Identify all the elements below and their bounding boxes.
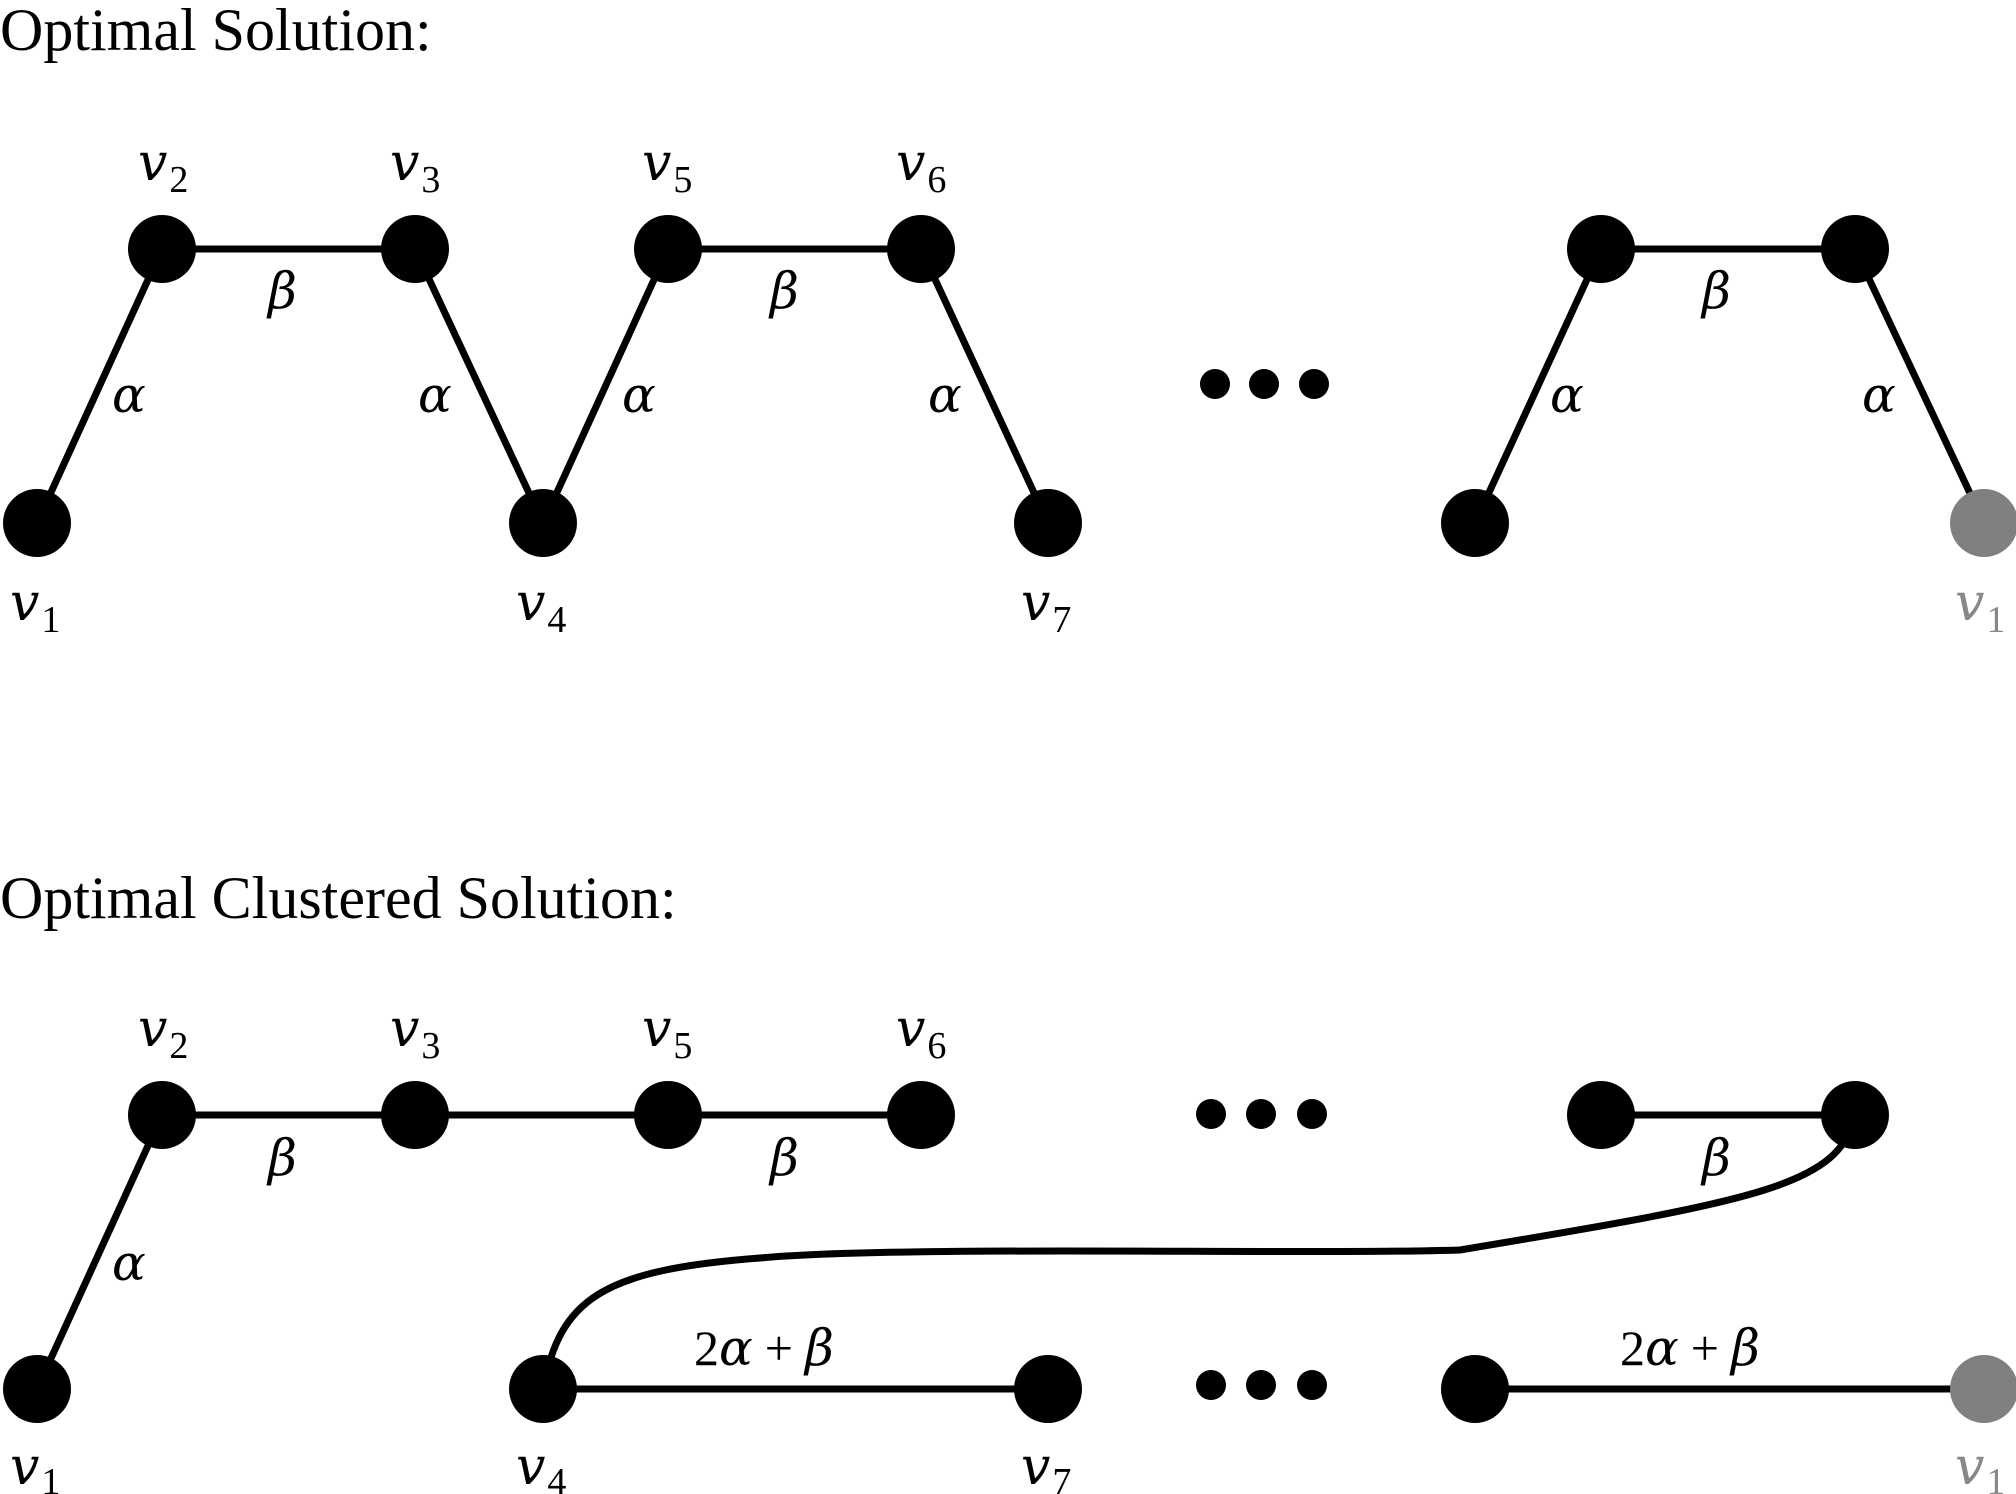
optimal-edge-labels: α β α α β α α β α [112, 262, 1896, 424]
edge-label-v6-v7: α [928, 366, 962, 424]
node-v3 [381, 215, 449, 283]
label-c-v2: v2 [138, 999, 188, 1067]
node-v5 [634, 215, 702, 283]
node-r3 [1821, 215, 1889, 283]
label-c-v5: v5 [642, 999, 692, 1067]
label-c-v7: v7 [1021, 1437, 1071, 1494]
edge-label-c-v4-v7: 2α + β [694, 1319, 834, 1377]
clustered-solution-title: Optimal Clustered Solution: [0, 865, 677, 931]
node-c-r2 [1821, 1081, 1889, 1149]
clustered-node-labels: v2 v3 v5 v6 v1 v4 v7 v1 [10, 999, 2005, 1494]
edge-label-c-r1-r2: β [1700, 1129, 1731, 1187]
edge-label-c-r-v1: 2α + β [1620, 1319, 1760, 1377]
node-v4 [509, 489, 577, 557]
ellipsis-dots-icon [1200, 369, 1329, 399]
edge-label-v2-v3: β [266, 262, 297, 320]
label-v1: v1 [10, 573, 60, 641]
edge-label-c-v1-v2: α [112, 1234, 146, 1292]
node-c-v1-return [1950, 1355, 2016, 1423]
node-v6 [887, 215, 955, 283]
label-v4: v4 [516, 573, 566, 641]
label-c-v6: v6 [896, 999, 946, 1067]
optimal-solution-panel: Optimal Solution: [0, 0, 2016, 641]
ellipsis-dots-icon [1196, 1370, 1327, 1400]
label-c-v1: v1 [10, 1437, 60, 1494]
edge-label-r1-r2: α [1550, 366, 1584, 424]
optimal-edges [37, 249, 1984, 523]
label-v1-return: v1 [1955, 573, 2005, 641]
node-v1 [3, 489, 71, 557]
node-c-v1 [3, 1355, 71, 1423]
edge-label-r3-v1: α [1862, 366, 1896, 424]
node-c-v7 [1014, 1355, 1082, 1423]
node-c-v2 [128, 1081, 196, 1149]
label-v5: v5 [642, 133, 692, 201]
node-r1 [1441, 489, 1509, 557]
node-c-v3 [381, 1081, 449, 1149]
node-c-v5 [634, 1081, 702, 1149]
optimal-solution-title: Optimal Solution: [0, 0, 432, 63]
label-v2: v2 [138, 133, 188, 201]
node-v1-return [1950, 489, 2016, 557]
label-c-v4: v4 [516, 1437, 566, 1494]
label-v3: v3 [390, 133, 440, 201]
label-c-v1-return: v1 [1955, 1437, 2005, 1494]
edge-label-r2-r3: β [1700, 262, 1731, 320]
ellipsis-dots-icon [1196, 1099, 1327, 1129]
edge-label-v5-v6: β [768, 262, 799, 320]
node-c-v4 [509, 1355, 577, 1423]
clustered-solution-panel: Optimal Clustered Solution: [0, 865, 2016, 1494]
edge-label-v3-v4: α [418, 366, 452, 424]
edge-label-v4-v5: α [622, 366, 656, 424]
edge-label-c-v5-v6: β [768, 1129, 799, 1187]
label-v6: v6 [896, 133, 946, 201]
node-c-r1 [1567, 1081, 1635, 1149]
optimal-node-labels: v1 v2 v3 v4 v5 v6 v7 v1 [10, 133, 2005, 641]
node-c-r3 [1441, 1355, 1509, 1423]
node-c-v6 [887, 1081, 955, 1149]
edge-label-v1-v2: α [112, 366, 146, 424]
label-c-v3: v3 [390, 999, 440, 1067]
edge-label-c-v2-v3: β [266, 1129, 297, 1187]
node-r2 [1567, 215, 1635, 283]
label-v7: v7 [1021, 573, 1071, 641]
node-v7 [1014, 489, 1082, 557]
node-v2 [128, 215, 196, 283]
